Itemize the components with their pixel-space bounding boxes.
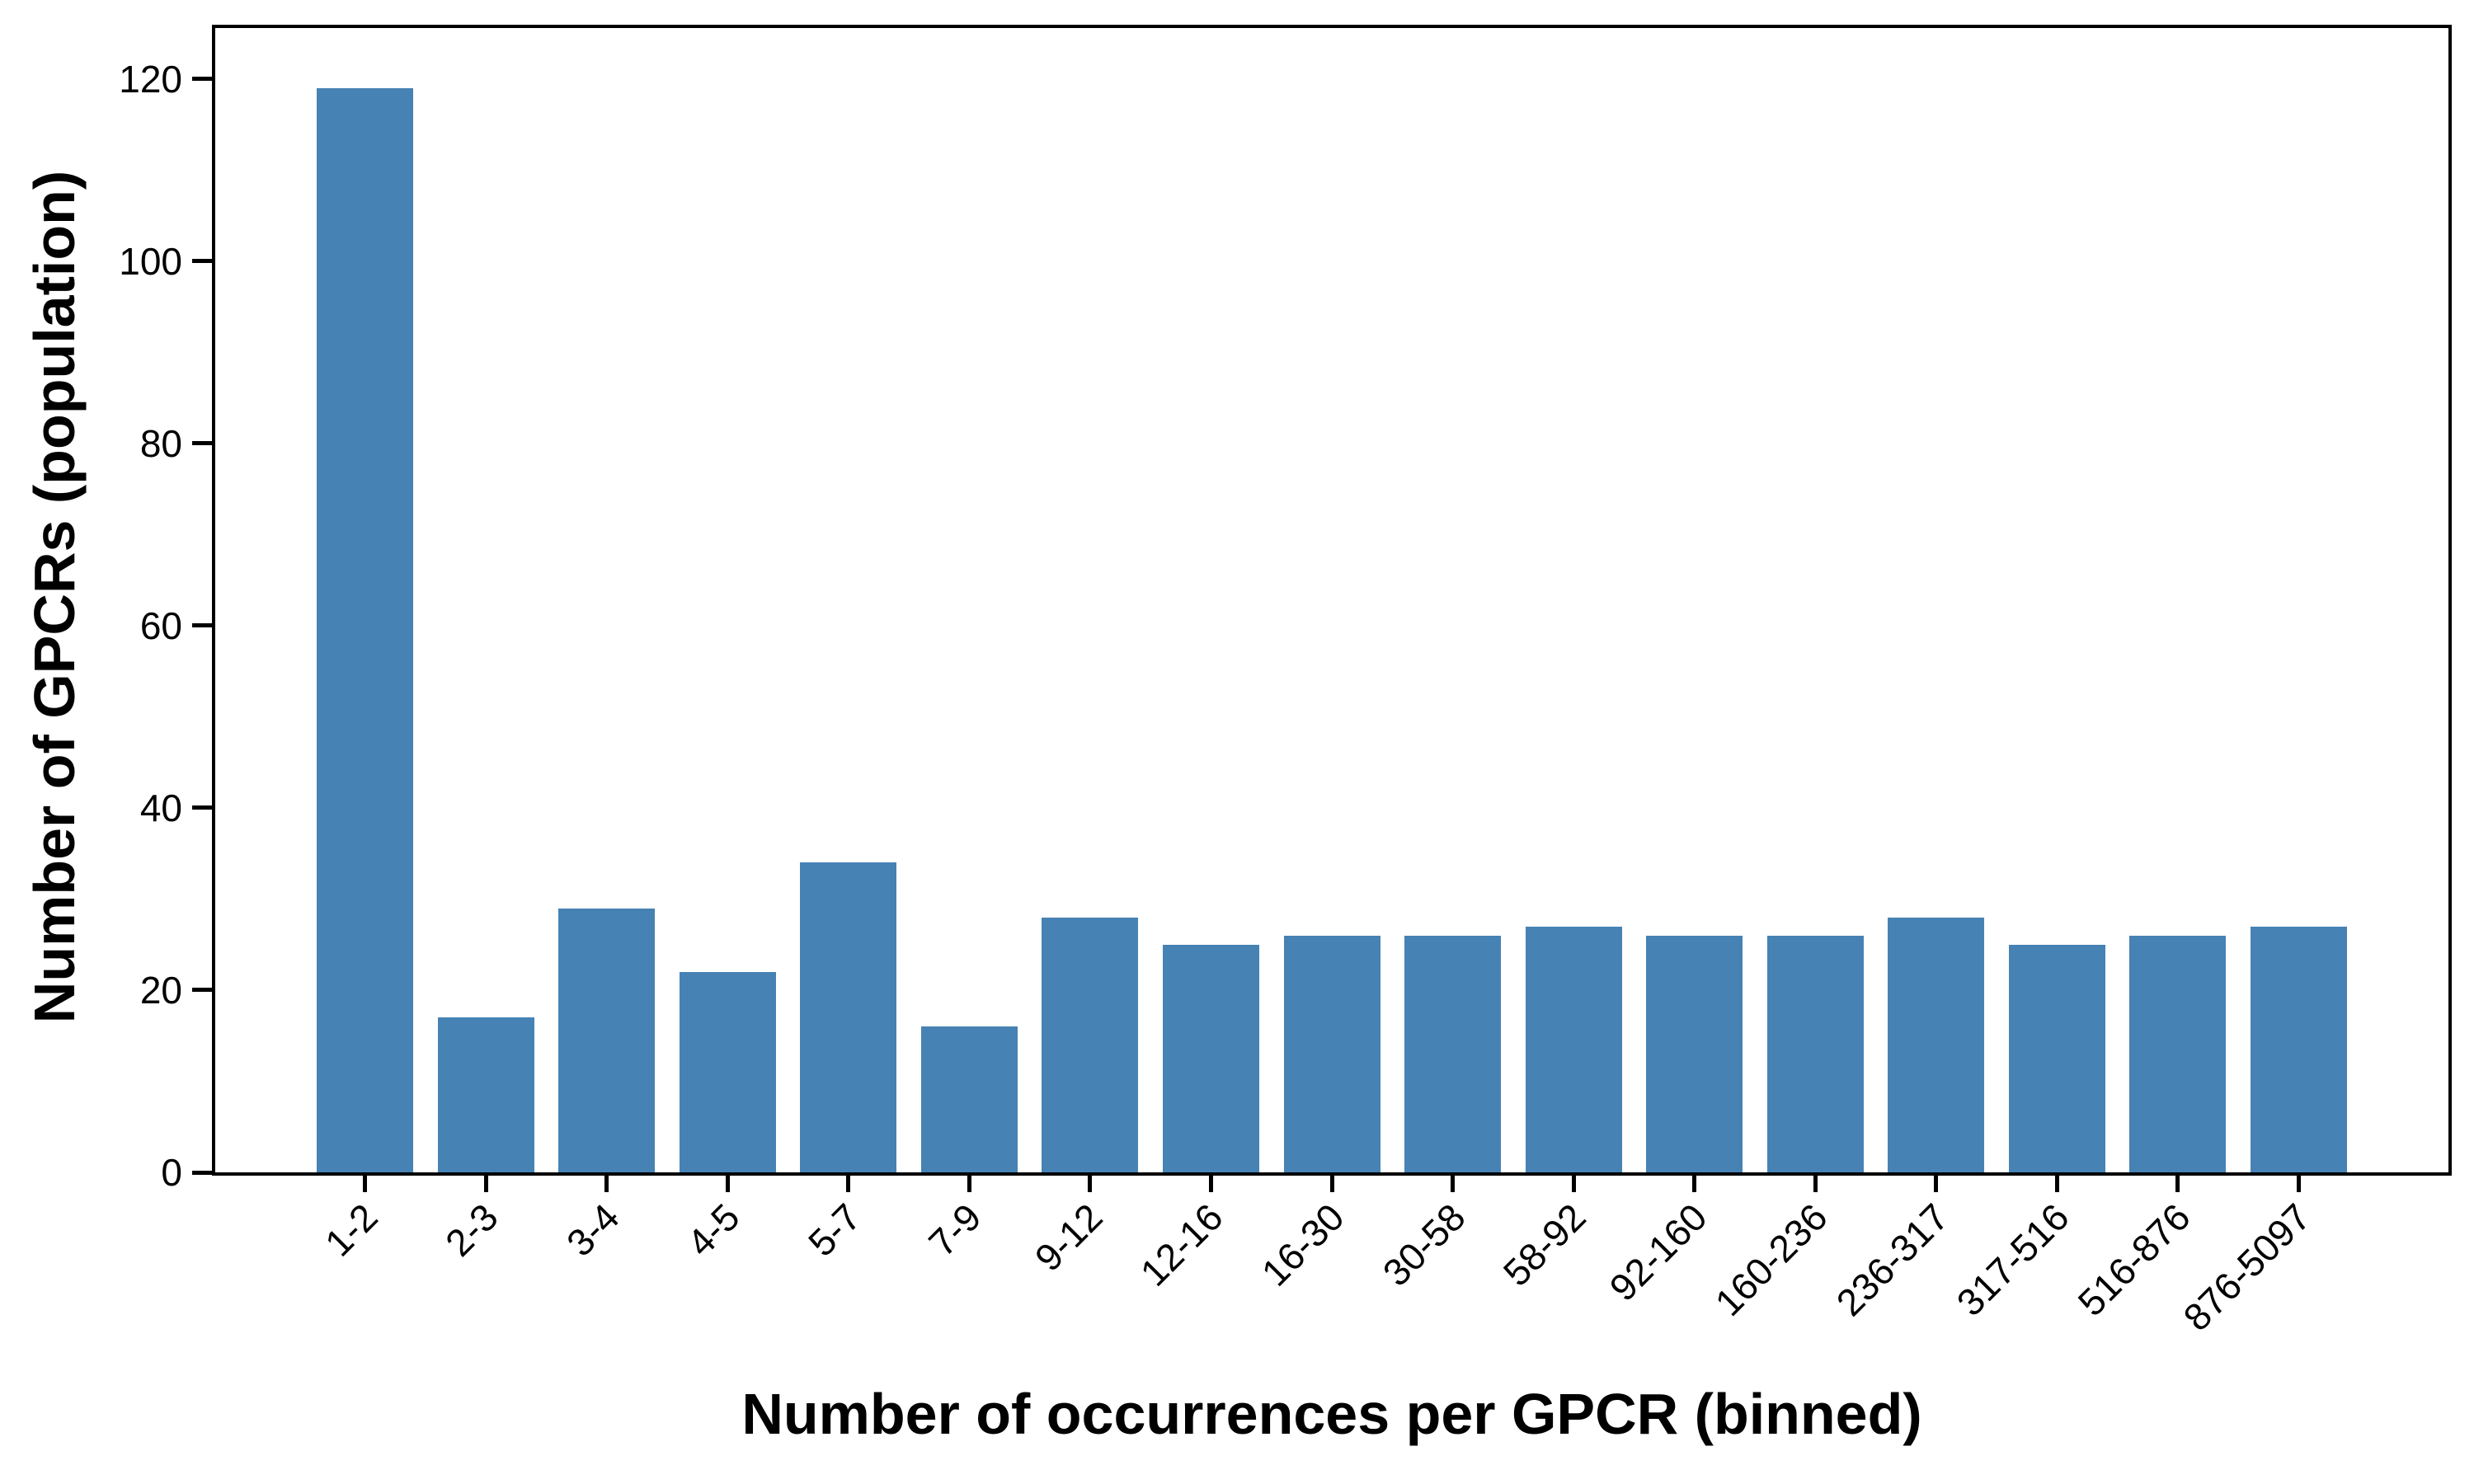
bar-12-16	[1162, 944, 1259, 1172]
x-tick-label: 5-7	[799, 1195, 869, 1265]
x-tick-label: 160-236	[1706, 1195, 1836, 1325]
x-tick-mark	[1451, 1172, 1456, 1192]
x-tick-label: 3-4	[557, 1195, 628, 1265]
bar-2-3	[437, 1017, 534, 1172]
x-tick-mark	[483, 1172, 488, 1192]
y-tick-mark	[192, 441, 212, 446]
x-tick-label: 2-3	[437, 1195, 506, 1265]
bar-3-4	[558, 908, 656, 1172]
x-tick-mark	[1208, 1172, 1213, 1192]
x-tick-mark	[846, 1172, 851, 1192]
x-tick-mark	[604, 1172, 609, 1192]
y-tick-mark	[192, 259, 212, 264]
x-tick-mark	[1934, 1172, 1939, 1192]
x-tick-label: 58-92	[1494, 1195, 1594, 1294]
x-tick-mark	[1692, 1172, 1697, 1192]
bar-16-30	[1283, 935, 1380, 1172]
bar-317-516	[2008, 944, 2105, 1172]
y-tick-label: 80	[139, 421, 182, 465]
bar-5-7	[800, 862, 897, 1172]
y-tick-label: 60	[139, 603, 182, 647]
x-tick-label: 4-5	[679, 1195, 748, 1265]
bar-4-5	[679, 971, 776, 1172]
x-tick-label: 92-160	[1601, 1195, 1715, 1309]
x-tick-mark	[1329, 1172, 1334, 1192]
y-tick-mark	[192, 77, 212, 82]
x-tick-label: 12-16	[1132, 1195, 1232, 1294]
plot-area: 0 20 40 60 80 100 120 1-2 2-3 3-4 4-5 5-7 7-9 9-12 12…	[119, 25, 2452, 1443]
y-tick-mark	[192, 988, 212, 993]
bar-236-317	[1888, 917, 1985, 1172]
x-tick-label: 876-5097	[2175, 1195, 2319, 1340]
y-tick-mark	[192, 623, 212, 628]
x-tick-mark	[1088, 1172, 1093, 1192]
bar-92-160	[1646, 935, 1743, 1172]
y-tick-label: 40	[139, 786, 182, 829]
y-tick-label: 100	[119, 239, 182, 283]
bar-58-92	[1525, 926, 1622, 1172]
x-tick-label: 516-876	[2069, 1195, 2199, 1325]
bar-876-5097	[2250, 926, 2347, 1172]
y-axis-title: Number of GPCRs (population)	[22, 170, 87, 1024]
y-tick-mark	[192, 1170, 212, 1175]
x-axis-title: Number of occurrences per GPCR (binned)	[741, 1382, 1922, 1446]
bar-1-2	[317, 87, 414, 1172]
x-tick-mark	[2296, 1172, 2301, 1192]
x-tick-mark	[1813, 1172, 1818, 1192]
x-tick-mark	[2054, 1172, 2059, 1192]
x-tick-mark	[1571, 1172, 1576, 1192]
x-tick-mark	[725, 1172, 730, 1192]
bar-160-236	[1766, 935, 1864, 1172]
bar-9-12	[1042, 917, 1139, 1172]
bar-30-58	[1404, 935, 1502, 1172]
x-tick-label: 7-9	[920, 1195, 990, 1265]
x-tick-label: 317-516	[1948, 1195, 2077, 1325]
x-tick-mark	[2175, 1172, 2180, 1192]
x-tick-label: 236-317	[1827, 1195, 1957, 1325]
x-tick-label: 16-30	[1253, 1195, 1352, 1294]
bar-516-876	[2129, 935, 2227, 1172]
y-tick-mark	[192, 805, 212, 810]
y-tick-label: 20	[139, 968, 182, 1012]
x-tick-mark	[967, 1172, 971, 1192]
x-tick-mark	[363, 1172, 368, 1192]
y-tick-label: 120	[119, 57, 182, 101]
x-tick-label: 9-12	[1026, 1195, 1111, 1280]
x-tick-label: 1-2	[316, 1195, 386, 1265]
y-tick-label: 0	[161, 1151, 182, 1194]
x-tick-label: 30-58	[1374, 1195, 1474, 1294]
bar-7-9	[920, 1026, 1018, 1172]
